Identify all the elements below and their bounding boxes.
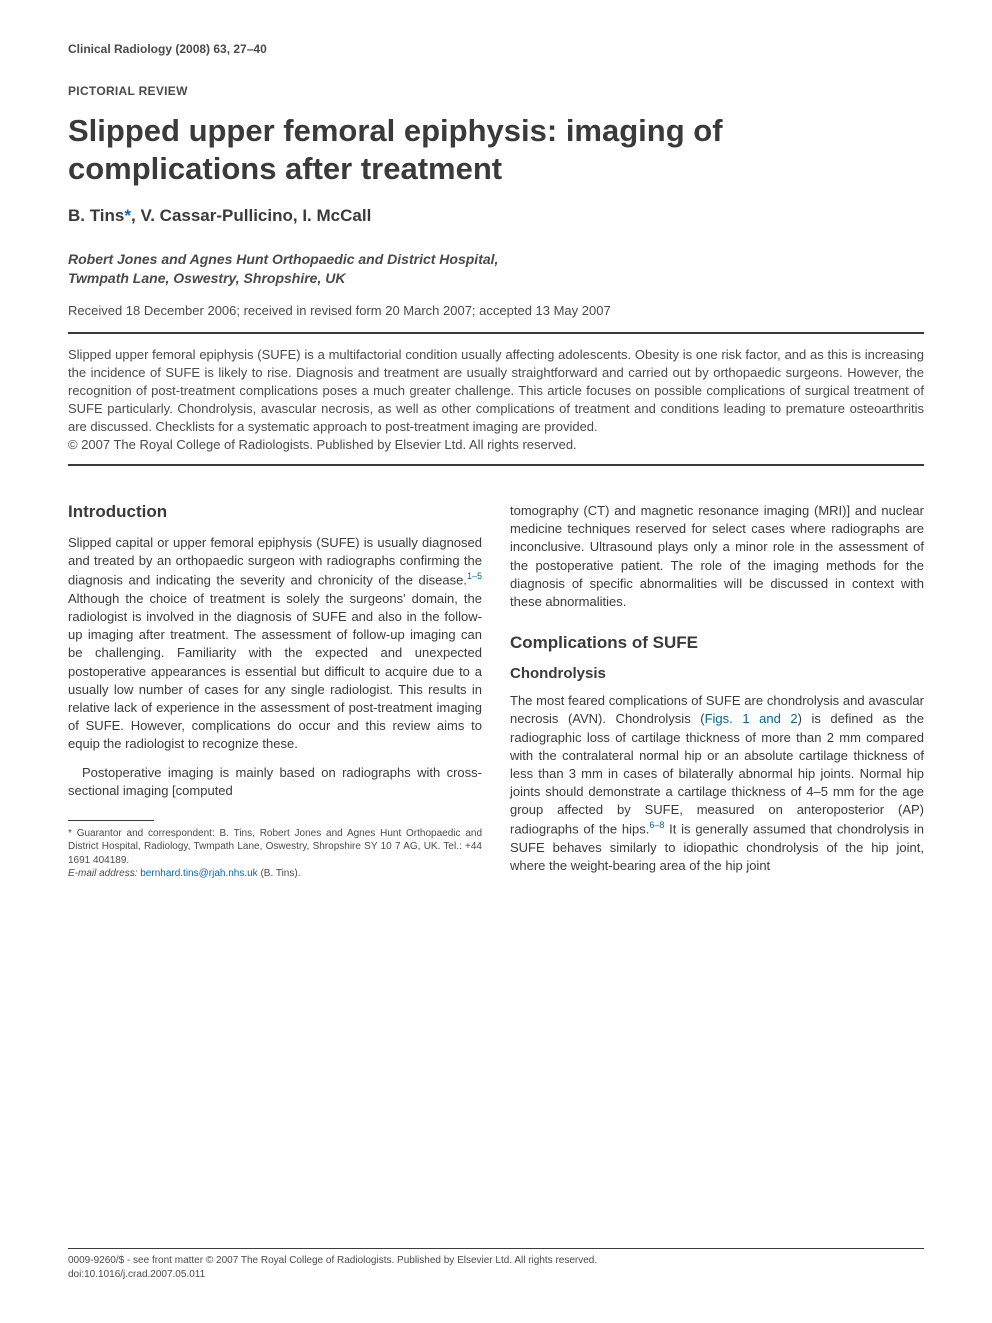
email-suffix: (B. Tins).	[258, 868, 301, 879]
intro-paragraph-1: Slipped capital or upper femoral epiphys…	[68, 534, 482, 754]
col2-continuation: tomography (CT) and magnetic resonance i…	[510, 502, 924, 611]
authors-rest: , V. Cassar-Pullicino, I. McCall	[131, 206, 371, 225]
chondrolysis-heading: Chondrolysis	[510, 665, 924, 682]
journal-reference: Clinical Radiology (2008) 63, 27–40	[68, 42, 924, 56]
abstract-copyright: © 2007 The Royal College of Radiologists…	[68, 437, 577, 452]
guarantor-text: * Guarantor and correspondent: B. Tins, …	[68, 828, 482, 866]
column-left: Introduction Slipped capital or upper fe…	[68, 502, 482, 885]
abstract-text: Slipped upper femoral epiphysis (SUFE) i…	[68, 347, 924, 434]
authors-line: B. Tins*, V. Cassar-Pullicino, I. McCall	[68, 206, 924, 226]
intro-p1-text-b: Although the choice of treatment is sole…	[68, 591, 482, 752]
corresponding-asterisk: *	[124, 206, 131, 225]
author-first: B. Tins	[68, 206, 124, 225]
affiliation-line-1: Robert Jones and Agnes Hunt Orthopaedic …	[68, 251, 498, 267]
page-footer: 0009-9260/$ - see front matter © 2007 Th…	[68, 1248, 924, 1281]
citation-1-5[interactable]: 1–5	[467, 571, 482, 581]
corresponding-footnote: * Guarantor and correspondent: B. Tins, …	[68, 827, 482, 881]
chondrolysis-paragraph: The most feared complications of SUFE ar…	[510, 692, 924, 875]
intro-paragraph-2: Postoperative imaging is mainly based on…	[68, 764, 482, 800]
rule-top	[68, 332, 924, 334]
footer-line-1: 0009-9260/$ - see front matter © 2007 Th…	[68, 1254, 924, 1268]
abstract: Slipped upper femoral epiphysis (SUFE) i…	[68, 346, 924, 454]
article-type: PICTORIAL REVIEW	[68, 84, 924, 98]
column-right: tomography (CT) and magnetic resonance i…	[510, 502, 924, 885]
introduction-heading: Introduction	[68, 502, 482, 522]
email-label: E-mail address:	[68, 868, 137, 879]
affiliation: Robert Jones and Agnes Hunt Orthopaedic …	[68, 250, 924, 288]
affiliation-line-2: Twmpath Lane, Oswestry, Shropshire, UK	[68, 270, 345, 286]
footnote-separator	[68, 820, 154, 821]
two-column-body: Introduction Slipped capital or upper fe…	[68, 502, 924, 885]
complications-heading: Complications of SUFE	[510, 633, 924, 653]
rule-bottom	[68, 464, 924, 466]
article-title: Slipped upper femoral epiphysis: imaging…	[68, 112, 924, 188]
intro-p1-text-a: Slipped capital or upper femoral epiphys…	[68, 535, 482, 588]
email-link[interactable]: bernhard.tins@rjah.nhs.uk	[140, 868, 257, 879]
chondrolysis-text-b: ) is defined as the radiographic loss of…	[510, 711, 924, 836]
intro-p2-text: Postoperative imaging is mainly based on…	[68, 765, 482, 798]
figure-ref-1-2[interactable]: Figs. 1 and 2	[705, 711, 798, 726]
citation-6-8[interactable]: 6–8	[649, 820, 664, 830]
footer-line-2: doi:10.1016/j.crad.2007.05.011	[68, 1268, 924, 1282]
footer-rule	[68, 1248, 924, 1249]
article-dates: Received 18 December 2006; received in r…	[68, 303, 924, 318]
